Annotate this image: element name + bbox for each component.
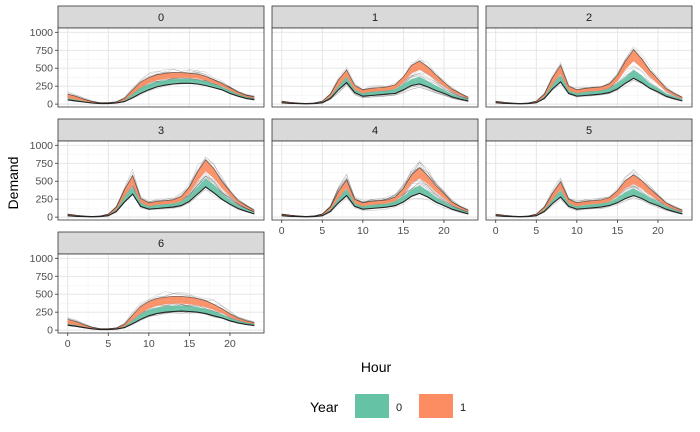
year1-upper-line <box>67 296 255 330</box>
facet-strip-label: 5 <box>586 125 592 137</box>
year1-upper-line <box>495 48 683 104</box>
x-tick-label: 0 <box>493 225 499 237</box>
legend-title: Year <box>310 399 339 415</box>
year0-lower-line <box>495 195 683 218</box>
facet-strip-label: 6 <box>158 238 164 250</box>
legend-label-0: 0 <box>396 402 402 414</box>
facet-panel-0: 0 0 250 500 750 1000 <box>30 5 265 111</box>
year0-ribbon <box>67 79 255 104</box>
y-tick-label: 250 <box>35 81 53 93</box>
y-tick-label: 750 <box>35 45 53 57</box>
year1-ribbon <box>67 296 255 330</box>
facet-strip-label: 0 <box>158 12 164 24</box>
year1-upper-line <box>67 159 255 217</box>
facet-panel-5: 5 0 5 10 15 20 <box>485 118 693 237</box>
x-tick-label: 5 <box>105 338 111 350</box>
year0-ribbon <box>281 185 469 217</box>
y-tick-label: 250 <box>35 194 53 206</box>
x-tick-label: 20 <box>652 225 664 237</box>
legend-key-1 <box>419 394 453 418</box>
y-tick-label: 0 <box>47 212 53 224</box>
year0-lower-line <box>495 77 683 105</box>
facet-panel-4: 4 0 5 10 15 20 <box>271 118 479 237</box>
gridlines <box>272 141 478 220</box>
legend-key-0 <box>355 394 389 418</box>
panel-border <box>485 140 693 221</box>
x-tick-label: 20 <box>438 225 450 237</box>
x-tick-label: 15 <box>612 225 624 237</box>
y-tick-label: 250 <box>35 307 53 319</box>
x-tick-label: 10 <box>571 225 583 237</box>
y-tick-label: 1000 <box>30 253 54 265</box>
facet-strip-label: 1 <box>372 12 378 24</box>
year0-ribbon <box>67 305 255 330</box>
facet-panel-2: 2 <box>485 5 693 108</box>
facet-panel-3: 3 0 250 500 750 1000 <box>30 118 265 224</box>
y-tick-label: 500 <box>35 63 53 75</box>
x-tick-label: 15 <box>398 225 410 237</box>
y-axis-label: Demand <box>5 157 21 210</box>
legend-label-1: 1 <box>460 402 466 414</box>
facet-panel-6: 6 0 250 500 750 1000 0 5 10 15 20 <box>30 231 265 350</box>
facet-strip-label: 2 <box>586 12 592 24</box>
y-tick-label: 500 <box>35 176 53 188</box>
panel-border <box>485 27 693 108</box>
year1-upper-line <box>67 72 255 104</box>
y-tick-label: 750 <box>35 158 53 170</box>
year1-ribbon <box>67 72 255 104</box>
x-tick-label: 5 <box>319 225 325 237</box>
x-tick-label: 0 <box>65 338 71 350</box>
x-tick-label: 10 <box>143 338 155 350</box>
facet-strip-label: 4 <box>372 125 378 137</box>
x-tick-label: 15 <box>184 338 196 350</box>
x-tick-label: 0 <box>279 225 285 237</box>
year0-lower-line <box>67 186 255 218</box>
year0-ribbon <box>495 188 683 217</box>
y-tick-label: 0 <box>47 99 53 111</box>
x-tick-label: 5 <box>533 225 539 237</box>
panel-border <box>271 27 479 108</box>
year1-upper-line <box>281 167 469 217</box>
y-tick-label: 750 <box>35 271 53 283</box>
year1-upper-line <box>281 60 469 104</box>
y-tick-label: 0 <box>47 325 53 337</box>
year0-lower-line <box>281 192 469 218</box>
gridlines <box>486 28 692 107</box>
year0-lower-line <box>67 82 255 105</box>
panel-border <box>57 140 265 221</box>
y-tick-label: 1000 <box>30 140 54 152</box>
y-tick-label: 1000 <box>30 27 54 39</box>
x-tick-label: 10 <box>357 225 369 237</box>
facet-panel-1: 1 <box>271 5 479 108</box>
panel-border <box>57 27 265 108</box>
year0-lower-line <box>67 310 255 331</box>
year0-lower-line <box>281 81 469 105</box>
year0-ribbon <box>495 69 683 104</box>
panel-border <box>57 253 265 334</box>
facet-strip-label: 3 <box>158 125 164 137</box>
y-tick-label: 500 <box>35 289 53 301</box>
x-tick-label: 20 <box>224 338 236 350</box>
year1-upper-line <box>495 174 683 217</box>
x-axis-label: Hour <box>361 359 392 375</box>
panel-border <box>271 140 479 221</box>
